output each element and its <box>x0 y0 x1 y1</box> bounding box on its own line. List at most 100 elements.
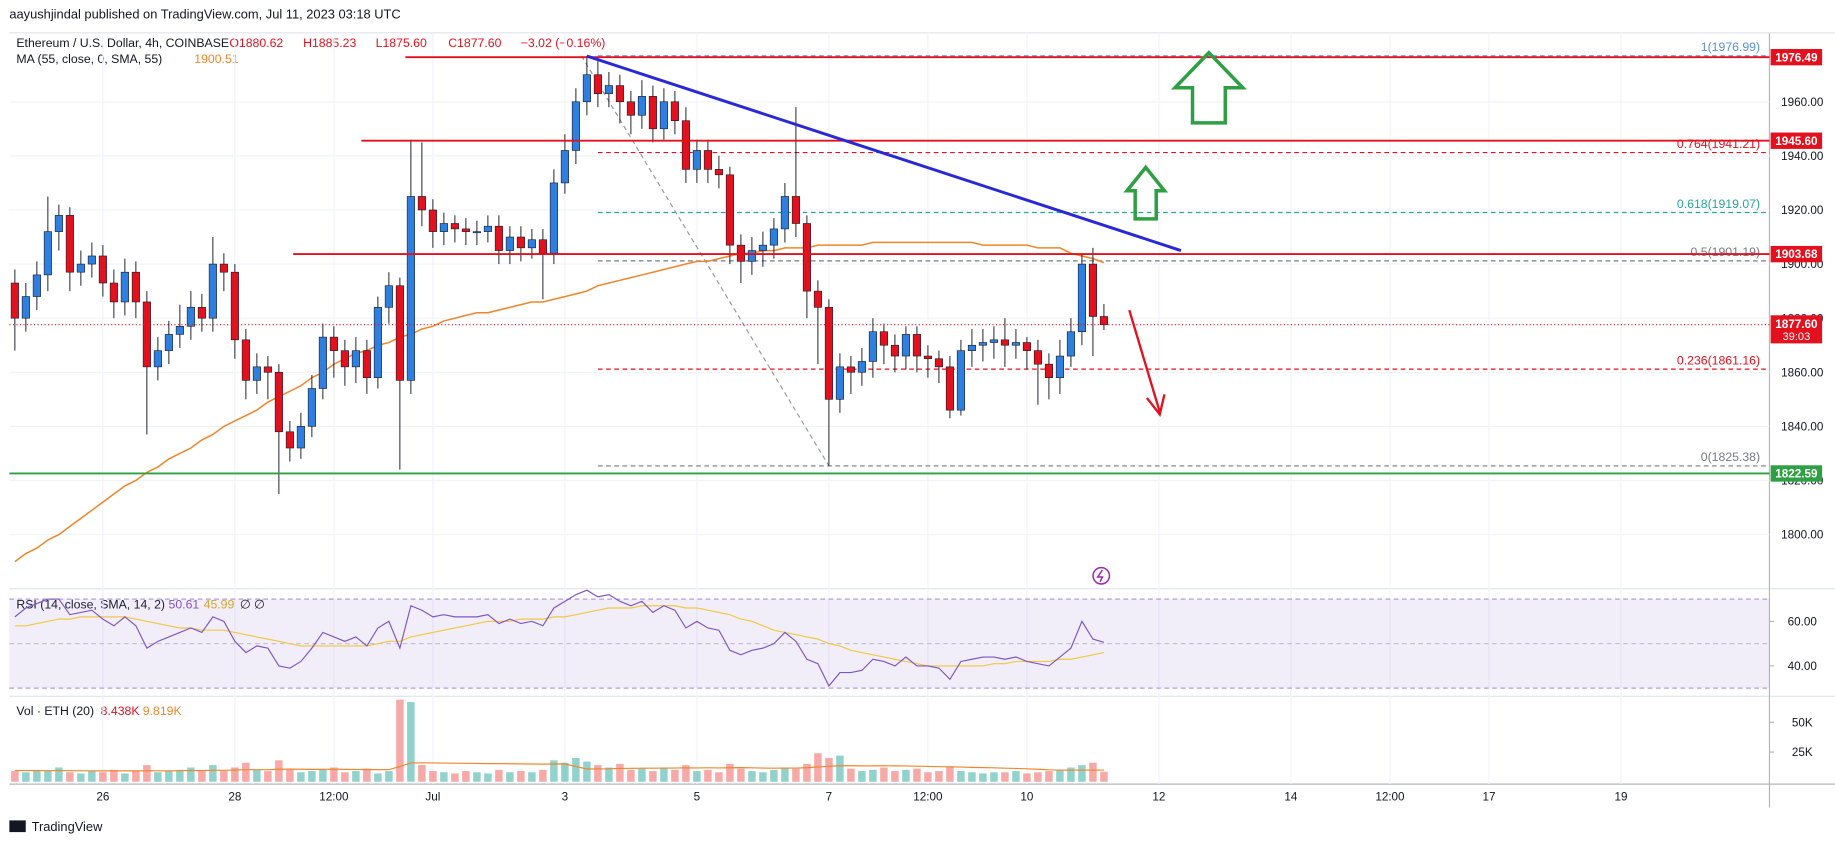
price-tag-label: 1822.59 <box>1775 468 1818 481</box>
volume-ma-line <box>14 762 1104 772</box>
volume-bar <box>671 769 679 782</box>
candle-body <box>1099 316 1108 325</box>
volume-bar <box>286 768 294 782</box>
volume-bar <box>418 765 426 782</box>
candle-body <box>967 344 976 351</box>
fib-label: 0.5(1901.19) <box>1691 245 1761 259</box>
volume-bar <box>308 771 316 782</box>
candle-body <box>626 101 635 116</box>
volume-bar <box>968 772 976 782</box>
brand-logo <box>9 820 26 833</box>
x-tick-label: 26 <box>96 791 109 804</box>
candle-body <box>923 355 932 360</box>
plot: 26 28 12:00 Jul 3 5 7 12:00 10 12 14 12:00 17 19 1800.… <box>9 32 1824 804</box>
candle-body <box>791 196 800 224</box>
candle-body <box>681 120 690 170</box>
candle-body <box>879 331 888 346</box>
candle-body <box>428 209 437 232</box>
volume-bar <box>363 768 371 782</box>
down-arrow-head <box>1145 394 1166 417</box>
candle-body <box>406 196 415 381</box>
candle-body <box>593 74 602 94</box>
volume-bar <box>847 768 855 782</box>
candle-body <box>945 366 954 411</box>
candle-body <box>32 274 41 297</box>
ohlc-high: H1885.23 <box>303 36 356 50</box>
volume-bar <box>594 765 602 782</box>
candle-body <box>472 231 481 234</box>
volume-tick-label: 50K <box>1792 716 1813 729</box>
fib-label: 0.236(1861.16) <box>1677 353 1760 367</box>
rsi-line <box>14 589 1105 687</box>
attribution: aayushjindal published on TradingView.co… <box>9 7 400 22</box>
volume-label: Vol · ETH (20) <box>16 704 94 718</box>
candle-body <box>659 101 668 130</box>
volume-bar <box>154 772 162 782</box>
volume-bar <box>891 771 899 782</box>
volume-bar <box>352 771 360 782</box>
volume-bar <box>792 768 800 782</box>
volume-bar <box>726 763 734 782</box>
volume-bar <box>1012 771 1020 782</box>
candle-body <box>560 150 569 184</box>
candle-body <box>362 350 371 378</box>
y-tick-label: 1840.00 <box>1781 420 1824 433</box>
volume-bar <box>33 769 41 782</box>
candle-body <box>912 334 921 357</box>
volume-bar <box>374 773 382 782</box>
fib-label: 0.764(1941.21) <box>1677 137 1760 151</box>
x-tick-label: 14 <box>1284 791 1297 804</box>
brand-name: TradingView <box>32 819 103 834</box>
volume-bar <box>803 763 811 782</box>
fib-label: 0(1825.38) <box>1701 450 1760 464</box>
volume-bar <box>187 767 195 782</box>
candle-body <box>450 223 459 230</box>
candle-body <box>835 366 844 400</box>
rsi-pane <box>9 588 1770 697</box>
volume-bar <box>451 773 459 782</box>
volume-bar <box>979 773 987 782</box>
volume-bar <box>440 772 448 782</box>
candle-body <box>274 371 283 433</box>
last-price-label: 1877.60 <box>1775 318 1818 331</box>
ma-value: 1900.51 <box>194 52 239 66</box>
volume-bar <box>1045 771 1053 782</box>
volume-bar <box>506 772 514 782</box>
candle-body <box>461 228 470 232</box>
volume-bar <box>913 768 921 782</box>
candle-body <box>857 361 866 373</box>
volume-bar <box>649 771 657 782</box>
volume-bar <box>627 769 635 782</box>
volume-bar <box>869 769 877 782</box>
candle-body <box>692 150 701 170</box>
y-tick-label: 1860.00 <box>1781 366 1824 379</box>
candle-body <box>846 366 855 373</box>
up-arrow <box>1123 164 1169 221</box>
candle-body <box>934 358 943 368</box>
price-tag <box>1770 245 1823 263</box>
candle-body <box>571 101 580 151</box>
candle-body <box>395 285 404 381</box>
volume-bar <box>1100 771 1108 782</box>
volume-bar <box>1078 765 1086 782</box>
candle-body <box>164 334 173 351</box>
candle-body <box>1022 342 1031 351</box>
candle-body <box>813 290 822 308</box>
x-tick-label: 19 <box>1614 791 1627 804</box>
candle-body <box>65 215 74 273</box>
candle-body <box>890 344 899 357</box>
candle-body <box>76 263 85 273</box>
fib-label: 0.618(1919.07) <box>1677 197 1760 211</box>
candle-body <box>1011 342 1020 346</box>
volume-bar <box>605 767 613 782</box>
volume-bar <box>539 769 547 782</box>
candle-body <box>703 150 712 170</box>
price-tag <box>1770 48 1823 66</box>
trendline <box>586 54 1182 252</box>
x-tick-label: 7 <box>826 791 833 804</box>
price-tag <box>1770 465 1823 482</box>
volume-bar <box>495 769 503 782</box>
volume-bar <box>341 772 349 782</box>
